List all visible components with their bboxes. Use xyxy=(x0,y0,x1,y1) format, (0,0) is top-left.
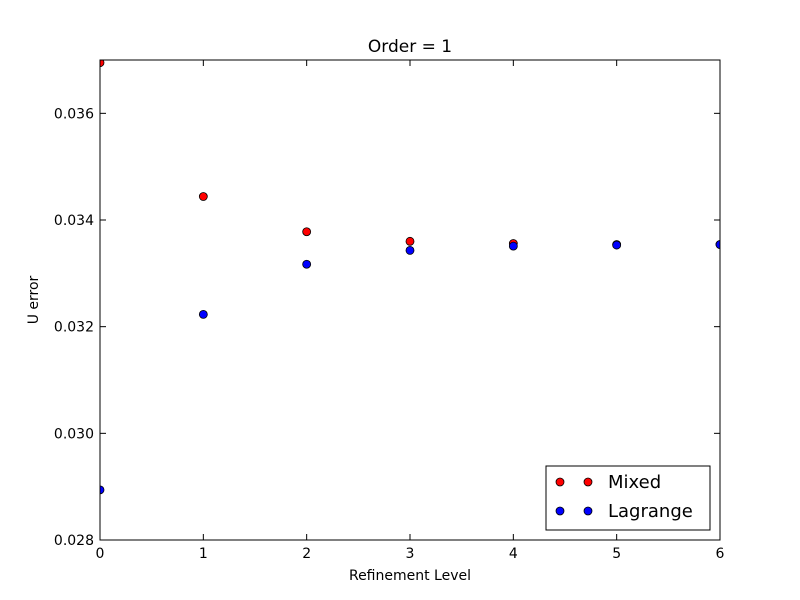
point-lagrange xyxy=(715,240,720,249)
point-mixed xyxy=(302,227,312,237)
point-mixed xyxy=(100,60,105,68)
legend-marker xyxy=(555,477,565,487)
legend-label: Lagrange xyxy=(608,501,693,522)
x-tick-label: 4 xyxy=(509,546,518,562)
legend-label: Mixed xyxy=(608,472,661,493)
data-points xyxy=(100,60,720,495)
point-lagrange xyxy=(302,259,312,269)
point-lagrange xyxy=(612,240,622,250)
x-tick-label: 0 xyxy=(96,546,105,562)
y-tick-label: 0.032 xyxy=(54,320,94,336)
point-lagrange xyxy=(198,309,208,319)
y-tick-label: 0.034 xyxy=(54,213,94,229)
y-axis-label: U error xyxy=(26,275,42,324)
point-mixed xyxy=(405,236,415,246)
legend-box xyxy=(545,465,711,531)
plot-frame xyxy=(99,59,721,541)
legend: Mixed Lagrange xyxy=(545,465,711,531)
y-tick-label: 0.036 xyxy=(54,106,94,122)
x-tick-label: 2 xyxy=(302,546,311,562)
point-lagrange xyxy=(405,245,415,255)
point-lagrange xyxy=(100,485,105,495)
legend-marker xyxy=(555,506,565,516)
legend-marker xyxy=(583,477,593,487)
chart-title: Order = 1 xyxy=(368,37,452,57)
point-mixed xyxy=(198,192,208,201)
point-lagrange xyxy=(508,241,518,251)
x-axis-label: Refinement Level xyxy=(349,568,471,584)
axis-ticks: 0 1 2 3 4 5 6 0.028 0.030 0.032 0.034 0.036 xyxy=(54,60,725,562)
y-tick-label: 0.028 xyxy=(54,533,94,549)
x-tick-label: 1 xyxy=(199,546,208,562)
x-tick-label: 3 xyxy=(406,546,415,562)
legend-marker xyxy=(583,506,593,516)
x-tick-label: 6 xyxy=(716,546,725,562)
x-tick-label: 5 xyxy=(612,546,621,562)
y-tick-label: 0.030 xyxy=(54,426,94,442)
